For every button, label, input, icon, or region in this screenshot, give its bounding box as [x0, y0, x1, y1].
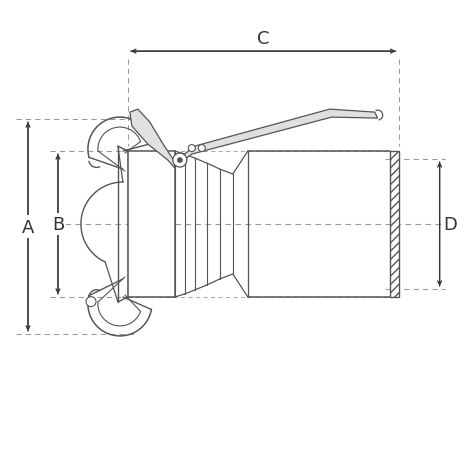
Circle shape: [188, 145, 195, 152]
Text: B: B: [52, 216, 64, 234]
Text: C: C: [257, 30, 269, 48]
Circle shape: [177, 158, 182, 163]
Circle shape: [198, 145, 205, 152]
Text: D: D: [442, 216, 457, 234]
Bar: [128, 152, 174, 297]
Polygon shape: [179, 110, 377, 164]
Text: A: A: [22, 218, 34, 236]
Circle shape: [173, 154, 186, 168]
Circle shape: [86, 297, 96, 307]
Polygon shape: [129, 110, 174, 169]
Bar: [389, 152, 398, 297]
Bar: [389, 152, 398, 297]
